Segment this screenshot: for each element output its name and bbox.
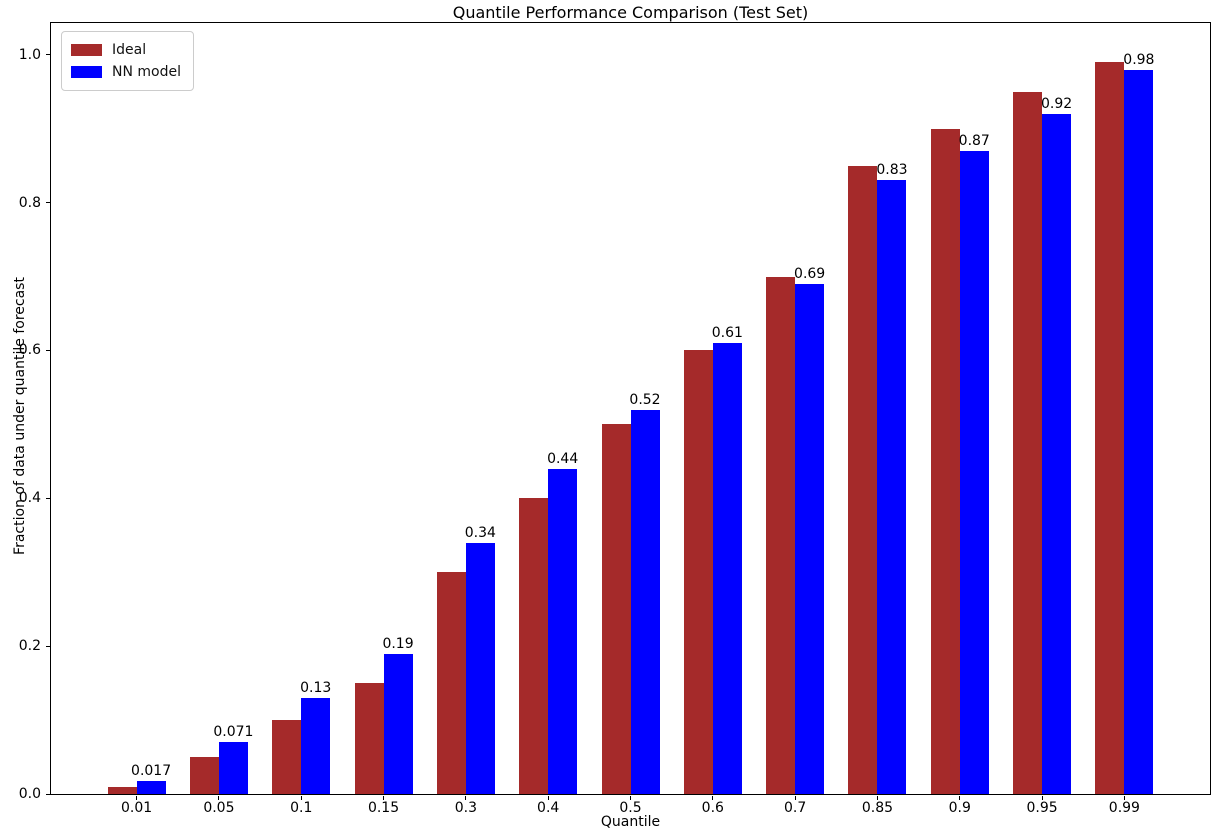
x-tick-mark — [218, 796, 220, 800]
chart-title: Quantile Performance Comparison (Test Se… — [452, 3, 809, 22]
x-tick-mark — [547, 796, 549, 800]
y-axis-label: Fraction of data under quantile forecast — [12, 277, 28, 555]
x-tick-label: 0.95 — [1026, 800, 1058, 816]
y-tick-label: 0.0 — [18, 786, 41, 802]
x-tick-label: 0.9 — [948, 800, 971, 816]
bar-value-label: 0.52 — [629, 391, 661, 408]
x-tick-label: 0.99 — [1108, 800, 1140, 816]
bar-value-label: 0.98 — [1123, 51, 1155, 68]
bar-ideal — [848, 165, 878, 794]
y-tick-label: 0.6 — [18, 342, 41, 359]
bar-ideal — [766, 276, 796, 794]
x-tick-mark — [300, 796, 302, 800]
bar-value-label: 0.92 — [1040, 95, 1073, 112]
bar-value-label: 0.13 — [300, 679, 332, 696]
x-tick-mark — [383, 796, 385, 800]
x-tick-label: 0.4 — [537, 800, 560, 816]
bar-value-label: 0.44 — [547, 450, 579, 467]
bar-ideal — [1095, 62, 1125, 794]
x-tick-label: 0.6 — [701, 800, 724, 816]
legend-swatch — [71, 66, 102, 78]
bar-nn-model — [959, 150, 989, 794]
y-tick-label: 0.2 — [18, 638, 41, 655]
bar-value-label: 0.83 — [876, 162, 908, 179]
legend-item: Ideal — [71, 39, 181, 61]
x-tick-label: 0.85 — [861, 800, 894, 816]
bar-nn-model — [218, 741, 248, 794]
y-tick-mark — [46, 202, 50, 204]
bar-ideal — [519, 498, 549, 794]
bar-ideal — [354, 683, 384, 794]
bar-nn-model — [383, 653, 413, 794]
bar-ideal — [683, 350, 713, 794]
x-tick-mark — [959, 796, 961, 800]
x-axis-label: Quantile — [600, 814, 661, 830]
bar-ideal — [930, 128, 960, 794]
y-tick-label: 1.0 — [18, 46, 41, 63]
legend-swatch — [71, 44, 102, 56]
legend-item: NN model — [71, 61, 181, 83]
bar-nn-model — [301, 697, 331, 794]
y-tick-label: 0.8 — [18, 194, 41, 211]
bar-value-label: 0.87 — [958, 132, 990, 149]
bar-ideal — [272, 720, 302, 794]
bar-nn-model — [1042, 113, 1072, 794]
bar-ideal — [1013, 91, 1043, 794]
x-tick-label: 0.7 — [783, 800, 807, 816]
x-tick-label: 0.05 — [203, 800, 235, 816]
bar-ideal — [436, 572, 466, 794]
bar-nn-model — [795, 283, 825, 794]
x-tick-mark — [712, 796, 714, 800]
plot-area: Ideal NN model 0.0 0.2 0.4 0.6 0.8 1.0 0.01 0.01… — [19, 22, 1211, 816]
x-tick-mark — [136, 796, 138, 800]
bar-ideal — [107, 786, 137, 794]
y-tick-mark — [46, 54, 50, 56]
bar-value-label: 0.34 — [464, 524, 496, 541]
x-tick-mark — [1123, 796, 1125, 800]
y-tick-label: 0.4 — [18, 490, 41, 507]
x-tick-label: 0.15 — [367, 800, 400, 816]
bar-ideal — [601, 424, 631, 794]
bar-nn-model — [712, 343, 742, 794]
legend-label: Ideal — [112, 42, 147, 58]
bar-value-label: 0.017 — [131, 763, 172, 780]
bar-value-label: 0.61 — [711, 325, 743, 342]
bar-ideal — [189, 757, 219, 794]
bar-nn-model — [1124, 69, 1154, 794]
bar-value-label: 0.69 — [794, 265, 826, 282]
y-tick-mark — [46, 793, 50, 795]
x-tick-mark — [465, 796, 467, 800]
y-tick-mark — [46, 349, 50, 351]
bar-nn-model — [630, 409, 660, 794]
bar-nn-model — [877, 180, 907, 794]
x-tick-label: 0.01 — [121, 800, 153, 816]
bar-nn-model — [548, 468, 578, 794]
y-tick-mark — [46, 645, 50, 647]
bar-value-label: 0.19 — [382, 635, 414, 652]
x-tick-mark — [1041, 796, 1043, 800]
legend: Ideal NN model — [61, 31, 194, 91]
x-tick-label: 0.1 — [290, 800, 313, 816]
bar-nn-model — [136, 781, 166, 794]
x-tick-label: 0.5 — [619, 800, 642, 816]
x-tick-label: 0.3 — [454, 800, 477, 816]
x-tick-mark — [630, 796, 631, 800]
legend-label: NN model — [112, 64, 181, 80]
bar-nn-model — [465, 542, 495, 794]
x-tick-mark — [876, 796, 878, 800]
bar-value-label: 0.071 — [213, 723, 254, 740]
x-tick-mark — [794, 796, 796, 800]
y-tick-mark — [46, 497, 50, 499]
